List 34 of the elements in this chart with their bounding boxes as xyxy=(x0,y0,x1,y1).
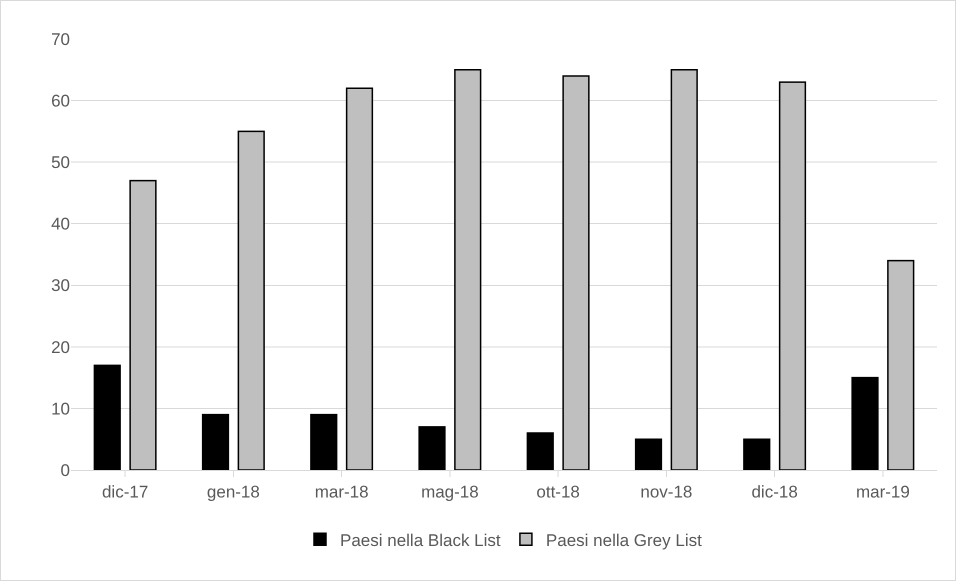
legend-label: Paesi nella Grey List xyxy=(546,530,702,550)
y-tick-label: 40 xyxy=(51,214,70,234)
x-tick-label: mag-18 xyxy=(421,482,479,502)
y-tick-label: 20 xyxy=(51,338,70,357)
bar xyxy=(346,88,374,470)
legend-label: Paesi nella Black List xyxy=(340,530,501,550)
bar xyxy=(418,426,446,470)
x-tick-label: dic-18 xyxy=(751,482,798,502)
y-tick-label: 0 xyxy=(60,460,70,480)
x-tick-label: nov-18 xyxy=(640,482,692,502)
x-tick-label: dic-17 xyxy=(102,482,148,502)
bar xyxy=(94,364,121,470)
bar xyxy=(670,69,698,470)
x-tick-label: mar-18 xyxy=(314,482,369,502)
y-tick-label: 10 xyxy=(51,399,70,418)
x-tick-label: gen-18 xyxy=(206,482,260,502)
bar xyxy=(743,438,770,470)
x-tick-label: ott-18 xyxy=(536,482,580,502)
y-tick-label: 70 xyxy=(51,30,70,49)
bar xyxy=(887,260,914,470)
x-tick-label: mar-19 xyxy=(856,482,910,502)
bar xyxy=(238,130,265,470)
bar xyxy=(526,432,554,470)
bar xyxy=(202,414,230,470)
y-tick-label: 30 xyxy=(51,276,70,296)
bar xyxy=(778,81,806,470)
y-tick-label: 60 xyxy=(51,92,70,111)
bar xyxy=(454,69,482,470)
bar xyxy=(310,414,338,470)
bar xyxy=(562,75,590,470)
bar xyxy=(129,180,157,470)
bar xyxy=(851,376,879,470)
bar xyxy=(634,438,662,470)
y-tick-label: 50 xyxy=(51,153,70,172)
